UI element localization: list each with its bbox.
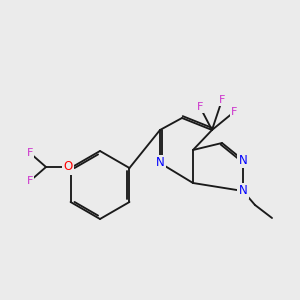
Text: N: N xyxy=(238,184,247,197)
Text: F: F xyxy=(197,102,203,112)
Text: F: F xyxy=(27,148,33,158)
Text: N: N xyxy=(156,157,164,169)
Text: F: F xyxy=(219,95,225,105)
Text: O: O xyxy=(63,160,73,173)
Text: F: F xyxy=(231,107,237,117)
Text: F: F xyxy=(27,176,33,186)
Text: N: N xyxy=(238,154,247,166)
